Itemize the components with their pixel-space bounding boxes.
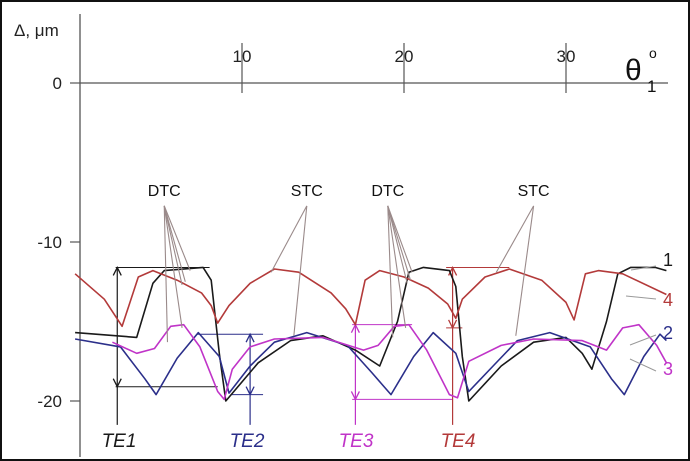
series-label-leader xyxy=(630,265,657,271)
te-label: TE1 xyxy=(102,431,137,452)
arrow-head xyxy=(448,319,458,330)
y-axis-label-text: Δ, μm xyxy=(14,21,59,40)
arrow-head xyxy=(350,391,360,401)
y-tick-label: 0 xyxy=(53,74,62,93)
x-axis-label-sub: 1 xyxy=(647,77,656,96)
annotation-leader xyxy=(293,205,308,336)
annotation-leader xyxy=(387,205,412,281)
annotation-label: DTC xyxy=(148,183,181,200)
arrow-head xyxy=(112,378,122,389)
annotation-leader xyxy=(515,205,535,336)
series-label-leader xyxy=(629,358,657,372)
y-tick-label: -10 xyxy=(37,233,62,252)
annotation-leader xyxy=(163,205,191,271)
arrow-head xyxy=(112,265,122,276)
series-end-label: 4 xyxy=(663,290,673,310)
annotation-leader xyxy=(387,205,408,284)
series-lines xyxy=(74,266,668,402)
annotation-leader xyxy=(495,205,535,273)
annotation-leader xyxy=(270,205,308,273)
series-label-leader xyxy=(629,334,657,346)
series-end-label: 2 xyxy=(663,323,673,343)
series-end-label: 1 xyxy=(663,250,673,270)
annotation-leader xyxy=(163,205,186,282)
measurement-guides xyxy=(112,265,510,425)
annotation-leader xyxy=(163,205,183,328)
te-label: TE3 xyxy=(339,431,374,452)
series-line-1 xyxy=(75,266,667,402)
annotation-label: STC xyxy=(518,183,550,200)
annotation-label: STC xyxy=(291,183,323,200)
arrow-head xyxy=(245,386,255,397)
y-axis-label: Δ, μm xyxy=(14,21,59,40)
series-label-leader xyxy=(625,295,657,300)
series-line-3 xyxy=(112,323,668,401)
annotation-leader xyxy=(387,205,407,328)
annotations: DTC STC DTC STC TE1 TE2 TE3 TE4 xyxy=(102,183,550,452)
x-axis-label-sup: o xyxy=(649,45,657,61)
annotation-leader xyxy=(163,205,169,343)
x-tick-label: 10 xyxy=(233,47,252,66)
series-line-4 xyxy=(74,268,667,328)
series-line-2 xyxy=(74,331,667,396)
te-label: TE2 xyxy=(230,431,265,452)
x-axis-label-theta: θ xyxy=(625,54,642,87)
series-end-labels: 1 4 2 3 xyxy=(625,250,673,379)
annotation-leader xyxy=(163,205,183,286)
axes: 10 20 30 0 -10 -20 xyxy=(37,14,668,457)
x-tick-label: 20 xyxy=(395,47,414,66)
x-tick-label: 30 xyxy=(557,47,576,66)
y-tick-label: -20 xyxy=(37,392,62,411)
annotation-label: DTC xyxy=(371,183,404,200)
series-end-label: 3 xyxy=(663,359,673,379)
x-axis-label: θ 1 o xyxy=(625,45,657,96)
arrow-head xyxy=(245,332,255,343)
annotation-leader xyxy=(387,205,394,338)
annotation-leader xyxy=(387,205,413,273)
te-label: TE4 xyxy=(441,431,476,452)
